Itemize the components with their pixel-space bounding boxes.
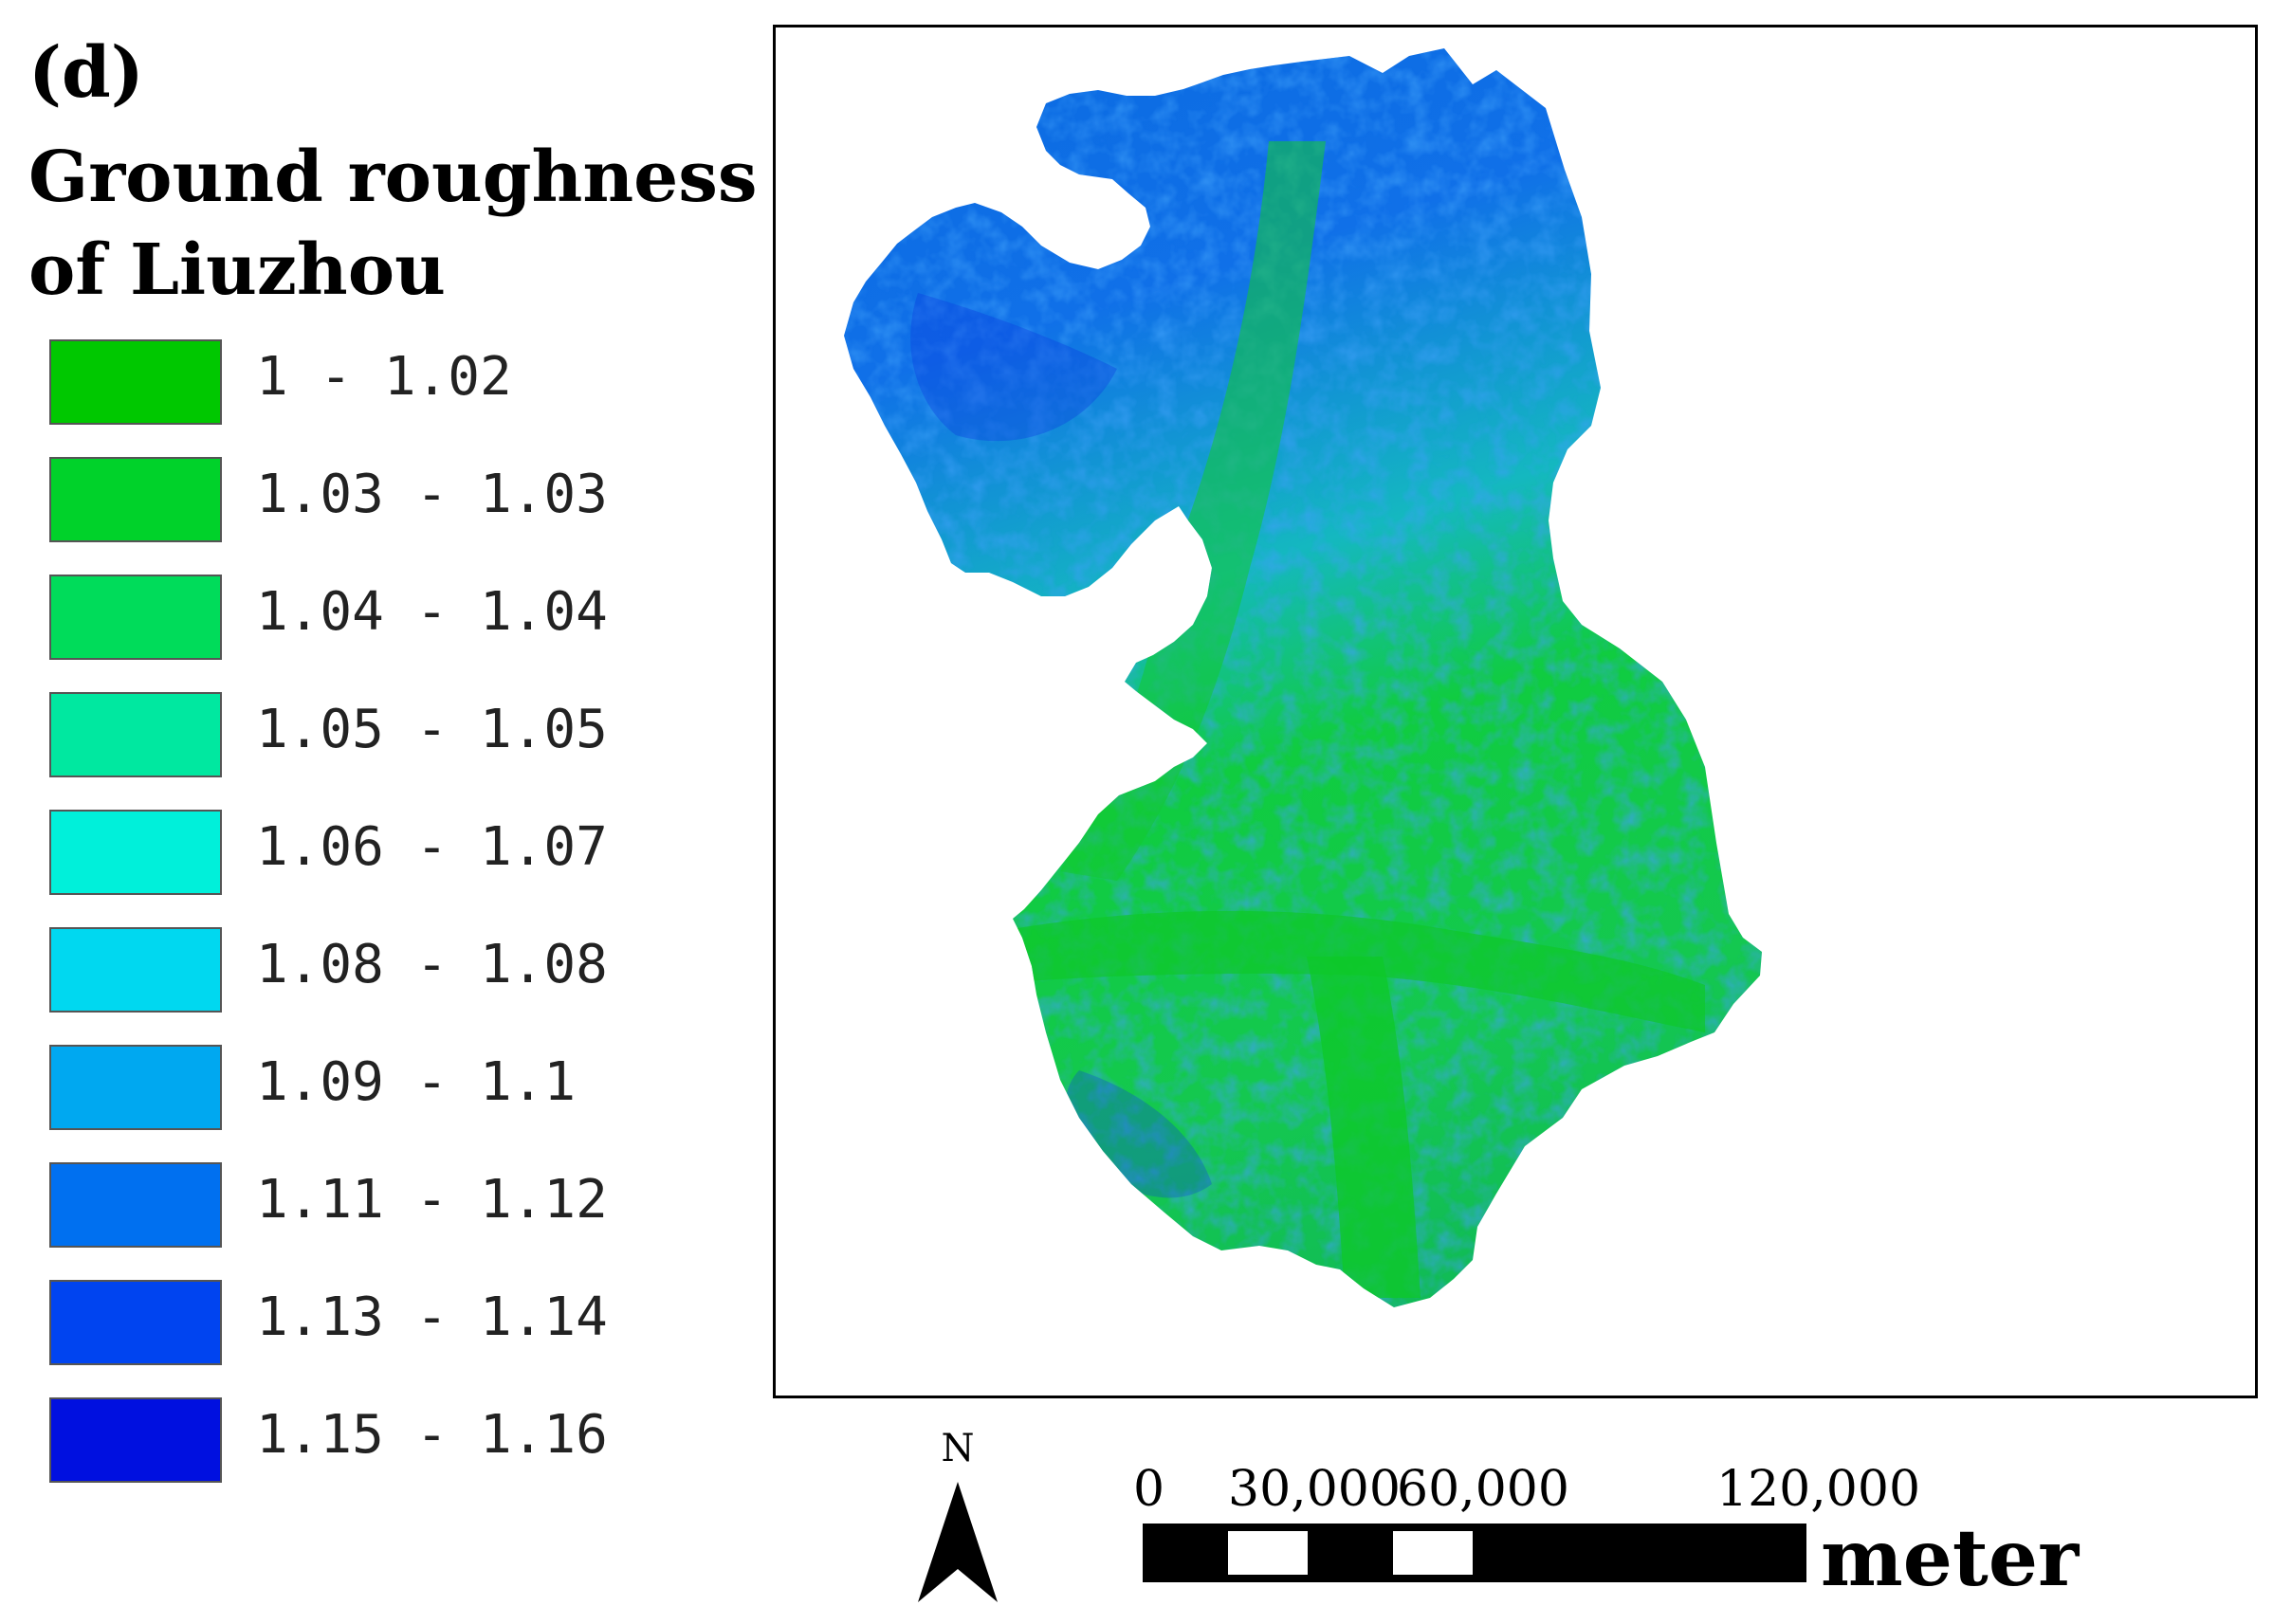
legend-label: 1.15 - 1.16 [256, 1404, 608, 1466]
scale-tick: 30,000 [1228, 1461, 1401, 1518]
legend-label: 1.09 - 1.1 [256, 1051, 577, 1113]
scale-tick: 60,000 [1397, 1461, 1569, 1518]
legend-swatch [49, 339, 222, 425]
legend-label: 1.11 - 1.12 [256, 1169, 608, 1231]
legend-label: 1.13 - 1.14 [256, 1286, 608, 1348]
scalebar: 0 30,000 60,000 120,000 meter [1133, 1461, 2091, 1607]
legend-swatch [49, 1280, 222, 1365]
region-texture [844, 48, 1762, 1307]
legend-swatch [49, 810, 222, 895]
legend-label: 1.06 - 1.07 [256, 816, 608, 878]
legend-swatch [49, 575, 222, 660]
map-title-line-2: of Liuzhou [28, 229, 446, 311]
north-label: N [942, 1427, 975, 1470]
map-title: Ground roughness of Liuzhou [28, 131, 758, 317]
legend-item: 1 - 1.02 [49, 339, 713, 427]
northwest-highland [910, 293, 1117, 442]
legend-item: 1.15 - 1.16 [49, 1397, 713, 1485]
scale-segment-white [1228, 1531, 1308, 1575]
liuzhou-roughness-map [844, 48, 1762, 1307]
map-title-line-1: Ground roughness [28, 137, 758, 218]
scale-segment-white [1393, 1531, 1473, 1575]
legend-item: 1.08 - 1.08 [49, 927, 713, 1014]
legend-label: 1.05 - 1.05 [256, 699, 608, 760]
legend-item: 1.04 - 1.04 [49, 575, 713, 662]
legend-item: 1.03 - 1.03 [49, 457, 713, 544]
scale-bar [1143, 1524, 1806, 1582]
legend-item: 1.13 - 1.14 [49, 1280, 713, 1367]
legend-swatch [49, 1162, 222, 1248]
legend-item: 1.09 - 1.1 [49, 1045, 713, 1132]
river-valley [1060, 141, 1326, 881]
legend-swatch [49, 457, 222, 542]
legend-label: 1 - 1.02 [256, 346, 512, 408]
scale-unit: meter [1821, 1513, 2080, 1604]
legend-label: 1.03 - 1.03 [256, 464, 608, 525]
legend-swatch [49, 927, 222, 1013]
legend-swatch [49, 692, 222, 777]
scale-tick: 0 [1133, 1461, 1165, 1518]
panel-label: (d) [28, 32, 144, 114]
legend-label: 1.08 - 1.08 [256, 934, 608, 995]
north-arrow-shape [918, 1482, 998, 1602]
legend-item: 1.11 - 1.12 [49, 1162, 713, 1250]
scale-tick: 120,000 [1716, 1461, 1921, 1518]
legend-swatch [49, 1045, 222, 1130]
legend-item: 1.05 - 1.05 [49, 692, 713, 779]
legend-swatch [49, 1397, 222, 1483]
map-frame [773, 25, 2258, 1398]
legend-label: 1.04 - 1.04 [256, 581, 608, 643]
north-arrow-icon: N [918, 1427, 998, 1602]
southern-valley [1307, 957, 1421, 1298]
legend-item: 1.06 - 1.07 [49, 810, 713, 897]
